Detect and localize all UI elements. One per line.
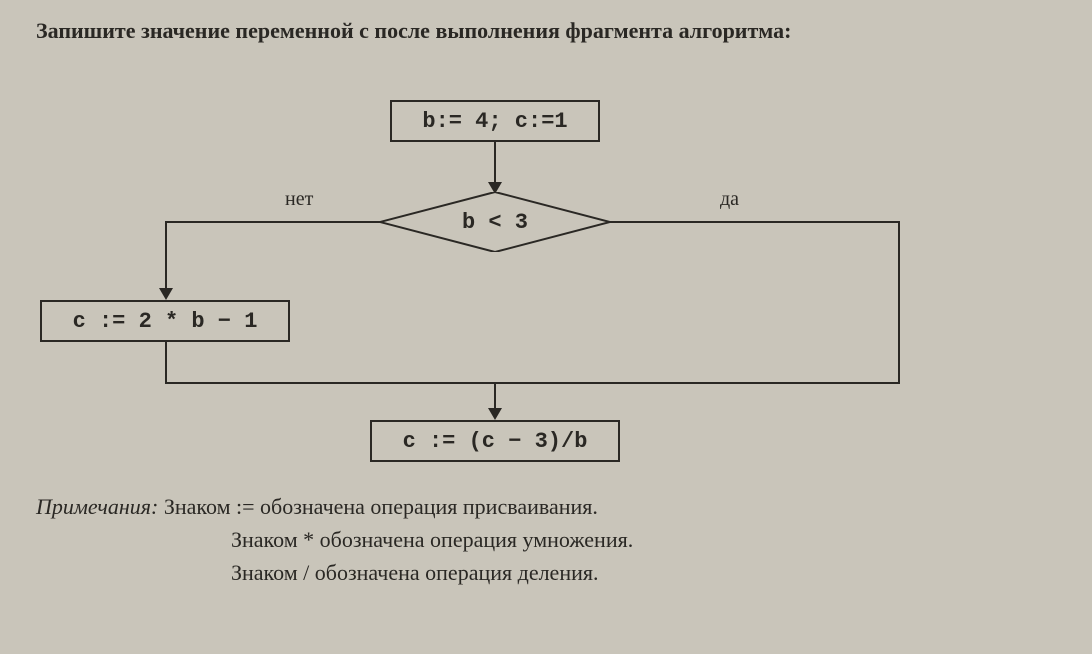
notes-label: Примечания: [36, 494, 158, 519]
flowchart: b:= 4; c:=1 b < 3 нет да c := 2 * b − 1 … [0, 100, 1092, 480]
node-init: b:= 4; c:=1 [390, 100, 600, 142]
edge-right-left [495, 382, 900, 384]
node-left-text: c := 2 * b − 1 [73, 309, 258, 334]
edge-cond-left-v [165, 221, 167, 290]
node-init-text: b:= 4; c:=1 [422, 109, 567, 134]
node-left: c := 2 * b − 1 [40, 300, 290, 342]
edge-cond-left-h [165, 221, 380, 223]
arrow-cond-left [159, 288, 173, 300]
node-bottom: c := (c − 3)/b [370, 420, 620, 462]
notes: Примечания: Знаком := обозначена операци… [36, 490, 1062, 589]
edge-left-down [165, 342, 167, 382]
node-bottom-text: c := (c − 3)/b [403, 429, 588, 454]
arrow-merge [488, 408, 502, 420]
notes-line-3: Знаком / обозначена операция деления. [36, 556, 1062, 589]
node-cond: b < 3 [380, 192, 610, 252]
edge-cond-right-h [610, 221, 900, 223]
edge-left-right [165, 382, 495, 384]
page-title: Запишите значение переменной с после вып… [36, 16, 1062, 47]
edge-cond-right-v [898, 221, 900, 382]
edge-label-no: нет [285, 188, 313, 211]
notes-line-2: Знаком * обозначена операция умножения. [36, 523, 1062, 556]
node-cond-text: b < 3 [462, 210, 528, 235]
notes-line-1: Знаком := обозначена операция присваиван… [164, 494, 598, 519]
edge-merge-down [494, 382, 496, 410]
edge-label-yes: да [720, 188, 739, 211]
